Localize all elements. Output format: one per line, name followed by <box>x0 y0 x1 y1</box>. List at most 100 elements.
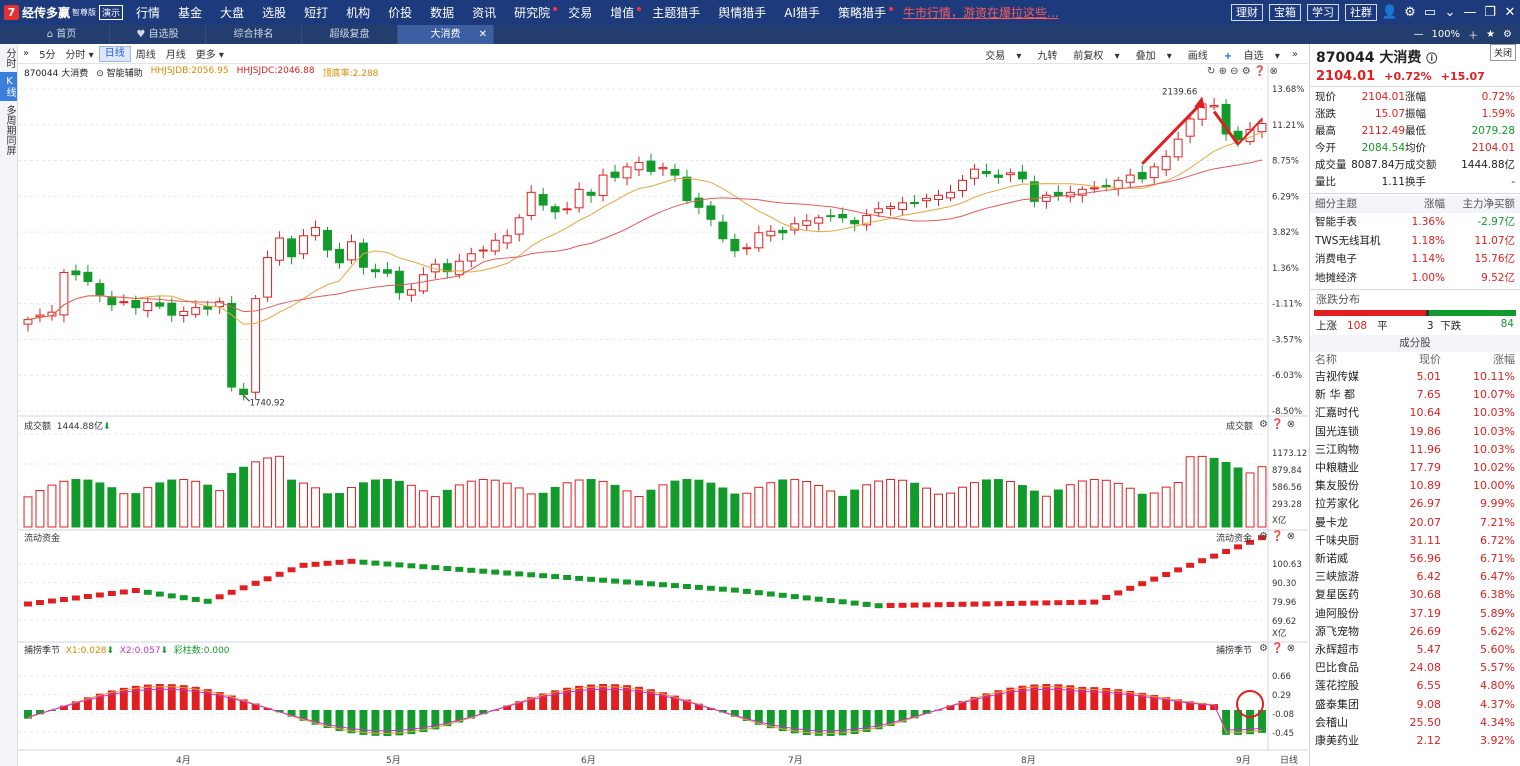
constituent-row[interactable]: 会稽山 25.50 4.34% <box>1310 714 1520 732</box>
menu-item-7[interactable]: 数据 <box>430 6 455 20</box>
collapse-icon[interactable]: » <box>1291 48 1298 60</box>
constituent-row[interactable]: 迪阿股份 37.19 5.89% <box>1310 605 1520 623</box>
menu-item-13[interactable]: 舆情猎手 <box>718 6 767 20</box>
top-button-3[interactable]: 社群 <box>1345 4 1377 21</box>
menu-item-5[interactable]: 机构 <box>346 6 371 20</box>
expand-icon[interactable]: » <box>23 48 30 59</box>
period-5[interactable]: 更多 ▾ <box>195 49 224 61</box>
theme-row[interactable]: TWS无线耳机 1.18% 11.07亿 <box>1310 232 1520 251</box>
constituent-row[interactable]: 康美药业 2.12 3.92% <box>1310 732 1520 750</box>
settings-icon[interactable]: ⚙ <box>1259 531 1272 542</box>
toolbar-right-1[interactable]: 九转 <box>1037 50 1058 62</box>
period-2[interactable]: 日线 <box>98 45 131 62</box>
settings-icon[interactable]: ⚙ <box>1259 643 1272 654</box>
gear-icon[interactable]: ⚙ <box>1404 5 1416 20</box>
more-icon[interactable]: ⚙ <box>1503 29 1512 40</box>
menu-item-15[interactable]: 策略猎手 <box>829 4 895 21</box>
help-icon[interactable]: ❓ <box>1253 66 1270 77</box>
menu-item-14[interactable]: AI猎手 <box>784 6 820 20</box>
theme-row[interactable]: 消费电子 1.14% 15.76亿 <box>1310 250 1520 269</box>
info-icon[interactable]: ⓘ <box>1426 52 1438 65</box>
user-icon[interactable]: 👤 <box>1381 5 1399 20</box>
settings-icon[interactable]: ⚙ <box>1259 419 1272 430</box>
constituent-row[interactable]: 永辉超市 5.47 5.60% <box>1310 641 1520 659</box>
menu-item-9[interactable]: 研究院 <box>505 4 559 21</box>
constituent-row[interactable]: 曼卡龙 20.07 7.21% <box>1310 514 1520 532</box>
refresh-icon[interactable]: ↻ <box>1207 66 1219 77</box>
close-icon[interactable]: ✕ <box>1504 5 1516 20</box>
theme-row[interactable]: 地摊经济 1.00% 9.52亿 <box>1310 269 1520 288</box>
constituent-row[interactable]: 莲花控股 6.55 4.80% <box>1310 677 1520 695</box>
period-0[interactable]: 5分 <box>39 49 56 61</box>
menu-item-2[interactable]: 大盘 <box>220 6 245 20</box>
constituent-row[interactable]: 新 华 都 7.65 10.07% <box>1310 386 1520 404</box>
menu-item-10[interactable]: 交易 <box>568 6 593 20</box>
toolbar-right-4[interactable]: 画线 <box>1187 50 1208 62</box>
period-4[interactable]: 月线 <box>165 49 186 61</box>
window-icon[interactable]: ▭ <box>1423 5 1437 20</box>
x-axis-period[interactable]: 日线 <box>1280 756 1299 766</box>
restore-icon[interactable]: ❐ <box>1484 5 1496 20</box>
toolbar-right-5[interactable]: + 自选 ▾ <box>1216 47 1288 62</box>
period-3[interactable]: 周线 <box>135 49 156 61</box>
constituent-row[interactable]: 三江购物 11.96 10.03% <box>1310 441 1520 459</box>
constituent-row[interactable]: 新诺威 56.96 6.71% <box>1310 550 1520 568</box>
menu-item-0[interactable]: 行情 <box>136 6 161 20</box>
top-button-0[interactable]: 理财 <box>1231 4 1263 21</box>
close-panel-icon[interactable]: ⊗ <box>1286 419 1296 430</box>
toolbar-right-0[interactable]: 交易 ▾ <box>977 47 1029 62</box>
add-icon[interactable]: ⊕ <box>1218 66 1231 77</box>
minus-icon[interactable]: ⊖ <box>1230 66 1242 77</box>
app-logo[interactable]: 7 经传多赢 智尊版 演示 <box>0 0 127 25</box>
constituent-row[interactable]: 巴比食品 24.08 5.57% <box>1310 659 1520 677</box>
tab-1[interactable]: ♥ 自选股 <box>110 25 206 44</box>
tab-2[interactable]: 综合排名 <box>206 25 302 44</box>
help-icon[interactable]: ❓ <box>1271 419 1287 430</box>
theme-row[interactable]: 智能手表 1.36% -2.97亿 <box>1310 213 1520 232</box>
leftnav-item-0[interactable]: 分时 <box>4 48 15 68</box>
menu-item-3[interactable]: 选股 <box>262 6 287 20</box>
close-panel-icon[interactable]: ⊗ <box>1286 531 1296 542</box>
zoom-in-icon[interactable]: ＋ <box>1468 31 1479 42</box>
constituent-row[interactable]: 集友股份 10.89 10.00% <box>1310 477 1520 495</box>
menu-item-8[interactable]: 资讯 <box>472 6 497 20</box>
constituent-row[interactable]: 拉芳家化 26.97 9.99% <box>1310 495 1520 513</box>
smart-assist-toggle[interactable]: ⊙ 智能辅助 <box>96 69 143 79</box>
minimize-icon[interactable]: — <box>1463 5 1477 20</box>
chart-canvas[interactable]: 13.68% 11.21% 8.75% 6.29% 3.82% 1.36% -1.11% -3… <box>18 64 1308 751</box>
period-1[interactable]: 分时 ▾ <box>65 49 94 61</box>
menu-item-11[interactable]: 增值 <box>601 4 643 21</box>
close-panel-icon[interactable]: ⊗ <box>1269 66 1278 77</box>
constituent-row[interactable]: 吉视传媒 5.01 10.11% <box>1310 368 1520 386</box>
menu-item-4[interactable]: 短打 <box>304 6 329 20</box>
top-button-2[interactable]: 学习 <box>1307 4 1339 21</box>
tab-0[interactable]: ⌂ 首页 <box>14 25 110 44</box>
close-tab-icon[interactable]: ✕ <box>478 29 487 40</box>
chevron-down-icon[interactable]: ⌄ <box>1444 5 1456 20</box>
news-marquee[interactable]: 牛市行情，游资在爆拉这些... <box>903 6 1059 20</box>
constituent-row[interactable]: 国光连锁 19.86 10.03% <box>1310 423 1520 441</box>
toolbar-right-3[interactable]: 叠加 ▾ <box>1128 47 1180 62</box>
toolbar-right-2[interactable]: 前复权 ▾ <box>1065 47 1127 62</box>
leftnav-item-1[interactable]: K线 <box>0 72 17 101</box>
constituent-row[interactable]: 千味央厨 31.11 6.72% <box>1310 532 1520 550</box>
tab-3[interactable]: 超级复盘 <box>302 25 398 44</box>
close-panel-icon[interactable]: ⊗ <box>1286 643 1296 654</box>
star-icon[interactable]: ★ <box>1486 29 1496 40</box>
leftnav-item-2[interactable]: 多周期同屏 <box>4 105 15 155</box>
constituent-row[interactable]: 盛泰集团 9.08 4.37% <box>1310 696 1520 714</box>
constituent-row[interactable]: 汇嘉时代 10.64 10.03% <box>1310 404 1520 422</box>
menu-item-6[interactable]: 价投 <box>388 6 413 20</box>
menu-item-12[interactable]: 主题猎手 <box>652 6 701 20</box>
constituent-row[interactable]: 中粮糖业 17.79 10.02% <box>1310 459 1520 477</box>
help-icon[interactable]: ❓ <box>1271 643 1287 654</box>
help-icon[interactable]: ❓ <box>1271 531 1287 542</box>
tab-4[interactable]: 大消费 ✕ <box>398 25 494 44</box>
settings-icon[interactable]: ⚙ <box>1241 66 1254 77</box>
constituent-row[interactable]: 复星医药 30.68 6.38% <box>1310 586 1520 604</box>
constituent-row[interactable]: 三峡旅游 6.42 6.47% <box>1310 568 1520 586</box>
zoom-out-icon[interactable]: — <box>1413 29 1424 40</box>
top-button-1[interactable]: 宝箱 <box>1269 4 1301 21</box>
menu-item-1[interactable]: 基金 <box>178 6 203 20</box>
constituent-row[interactable]: 源飞宠物 26.69 5.62% <box>1310 623 1520 641</box>
